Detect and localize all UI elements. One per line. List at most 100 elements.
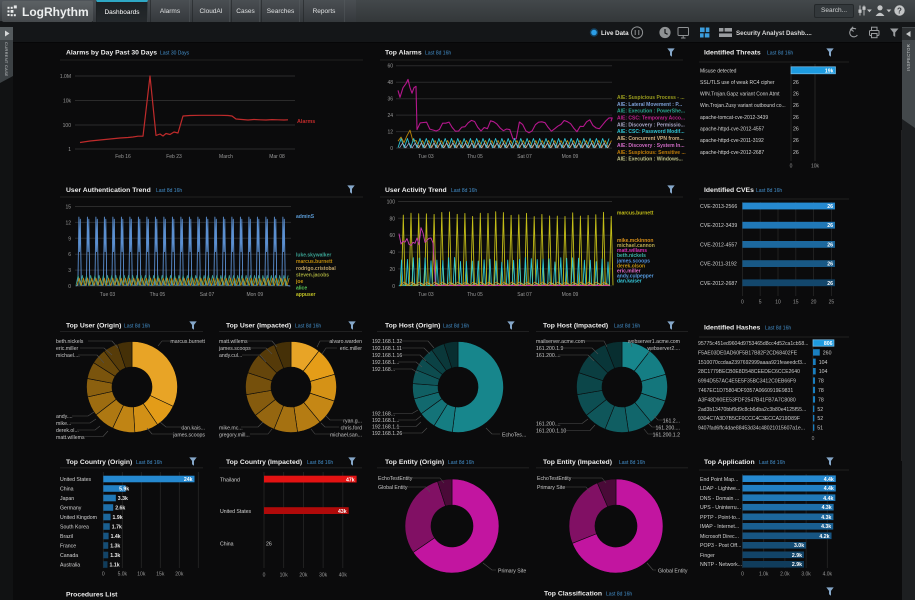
- svg-text:2ad3b13470bbf9d9c8cb6dba2c3b80: 2ad3b13470bbf9d9c8cb6dba2c3b80e4125f55..…: [698, 407, 806, 413]
- svg-text:Last 8d 16h: Last 8d 16h: [156, 188, 182, 194]
- svg-text:Identified CVEs: Identified CVEs: [704, 187, 754, 194]
- svg-text:mailserver.acme.com: mailserver.acme.com: [536, 339, 585, 345]
- svg-text:Feb 16: Feb 16: [115, 154, 131, 160]
- svg-text:26: 26: [793, 80, 799, 86]
- svg-text:F5AE03DE0AD60F5B17B82F2CD68402: F5AE03DE0AD60F5B17B82F2CD68402FE: [698, 350, 798, 356]
- svg-text:WIN.Trojan.Gapz variant Conn A: WIN.Trojan.Gapz variant Conn Atmt: [700, 92, 780, 98]
- svg-text:0: 0: [790, 164, 793, 170]
- svg-text:andy....: andy....: [56, 414, 73, 420]
- svg-text:161.200....: 161.200....: [536, 422, 561, 428]
- svg-text:gregory.mill...: gregory.mill...: [219, 433, 250, 439]
- svg-text:South Korea: South Korea: [60, 525, 89, 531]
- svg-text:Last 8d 16h: Last 8d 16h: [451, 188, 477, 194]
- svg-text:Mon 09: Mon 09: [246, 292, 263, 298]
- svg-text:43k: 43k: [338, 509, 347, 515]
- svg-text:Top User (Origin): Top User (Origin): [66, 323, 121, 330]
- svg-text:marcus.burnett: marcus.burnett: [296, 259, 333, 265]
- svg-text:161.200....: 161.200....: [655, 426, 680, 432]
- svg-text:95775c451ed9604d9753465d8cc4d5: 95775c451ed9604d9753465d8cc4d52ca1cb58..…: [698, 341, 808, 347]
- svg-text:Top Entity (Origin): Top Entity (Origin): [385, 459, 444, 466]
- svg-text:Top Alarms: Top Alarms: [385, 50, 422, 57]
- svg-text:AIE: Execution : PowerShe...: AIE: Execution : PowerShe...: [617, 109, 686, 115]
- svg-text:dan.kaiser: dan.kaiser: [617, 279, 642, 285]
- svg-text:Feb 23: Feb 23: [166, 154, 182, 160]
- svg-text:104: 104: [819, 369, 828, 375]
- svg-text:0: 0: [392, 284, 395, 290]
- svg-text:24: 24: [387, 113, 393, 119]
- svg-text:4.3k: 4.3k: [822, 505, 832, 511]
- svg-text:1: 1: [68, 147, 71, 153]
- svg-text:806: 806: [824, 341, 833, 347]
- svg-text:20: 20: [811, 300, 817, 306]
- svg-text:joe: joe: [295, 279, 303, 285]
- svg-text:100: 100: [63, 123, 72, 129]
- svg-text:EchoTes...: EchoTes...: [502, 433, 526, 439]
- svg-text:9407fad6ffc4dae88453d34c480210: 9407fad6ffc4dae88453d34c48021015607a1e..…: [698, 426, 805, 432]
- svg-text:AIE: Suspicious: Sensitive ...: AIE: Suspicious: Sensitive ...: [617, 150, 686, 156]
- svg-text:China: China: [60, 487, 74, 493]
- svg-text:78: 78: [818, 388, 824, 394]
- svg-text:Last 8d 16h: Last 8d 16h: [448, 460, 474, 466]
- svg-text:LDAP - Lightwe...: LDAP - Lightwe...: [700, 486, 740, 492]
- svg-text:matt.willems: matt.willems: [219, 339, 248, 345]
- svg-text:0: 0: [741, 300, 744, 306]
- svg-text:CVE-2012-2687: CVE-2012-2687: [700, 281, 737, 287]
- svg-text:52: 52: [817, 416, 823, 422]
- svg-text:26: 26: [827, 204, 833, 210]
- svg-text:Germany: Germany: [60, 506, 82, 512]
- svg-text:james.scoops: james.scoops: [218, 346, 251, 352]
- svg-text:20k: 20k: [175, 572, 184, 578]
- svg-text:Sat 07: Sat 07: [200, 292, 215, 298]
- svg-text:1.3k: 1.3k: [110, 544, 120, 550]
- svg-text:26: 26: [793, 115, 799, 121]
- svg-text:2.6k: 2.6k: [115, 506, 125, 512]
- svg-text:mike.mckinnon: mike.mckinnon: [617, 238, 653, 244]
- svg-text:Top User (Impacted): Top User (Impacted): [226, 323, 291, 330]
- svg-text:SSL/TLS use of weak RC4 cipher: SSL/TLS use of weak RC4 cipher: [700, 80, 775, 86]
- svg-text:161.2...: 161.2...: [663, 419, 680, 425]
- svg-text:apache-tomcat-cve-2012-3439: apache-tomcat-cve-2012-3439: [700, 115, 768, 121]
- svg-text:0: 0: [263, 573, 266, 579]
- svg-text:CVE-2012-3439: CVE-2012-3439: [700, 223, 737, 229]
- svg-text:1.4k: 1.4k: [111, 534, 121, 540]
- svg-text:alvaro.warden: alvaro.warden: [329, 339, 362, 345]
- svg-text:Primary Site: Primary Site: [537, 485, 565, 491]
- svg-text:10k: 10k: [811, 164, 820, 170]
- svg-text:52: 52: [817, 407, 823, 413]
- svg-text:5.0k: 5.0k: [118, 572, 128, 578]
- svg-text:Live Data: Live Data: [601, 30, 629, 37]
- svg-text:40: 40: [389, 250, 395, 256]
- svg-text:9304C7A3D7B5CF0CCC4C3ECCA219D8: 9304C7A3D7B5CF0CCC4C3ECCA219D89F: [698, 416, 800, 422]
- svg-text:eric.miller: eric.miller: [56, 346, 78, 352]
- svg-text:Brazil: Brazil: [60, 534, 73, 540]
- svg-text:alice: alice: [296, 285, 307, 291]
- svg-text:100: 100: [387, 200, 396, 206]
- svg-text:AIE: Lateral Movement : P...: AIE: Lateral Movement : P...: [617, 102, 683, 108]
- svg-text:4.3k: 4.3k: [821, 524, 831, 530]
- svg-text:0: 0: [390, 146, 393, 152]
- svg-text:IMAP - Internet...: IMAP - Internet...: [700, 524, 739, 530]
- svg-text:2.9k: 2.9k: [792, 562, 802, 568]
- svg-text:1.0M: 1.0M: [60, 74, 71, 80]
- svg-text:Top Country (Impacted): Top Country (Impacted): [226, 459, 302, 466]
- svg-text:AIE: Concurrent VPN from...: AIE: Concurrent VPN from...: [617, 136, 684, 142]
- svg-text:United States: United States: [60, 477, 92, 483]
- svg-text:james.scoops: james.scoops: [616, 258, 650, 264]
- svg-text:78: 78: [818, 379, 824, 385]
- svg-text:Last 8d 16h: Last 8d 16h: [124, 324, 150, 330]
- svg-text:james.scoops: james.scoops: [172, 433, 205, 439]
- svg-text:3: 3: [68, 268, 71, 274]
- svg-text:Tue 03: Tue 03: [418, 154, 434, 160]
- svg-text:0: 0: [102, 572, 105, 578]
- svg-text:161.200....: 161.200....: [536, 353, 561, 359]
- svg-text:AIE: Execution : Windows...: AIE: Execution : Windows...: [617, 157, 683, 163]
- svg-text:Security Analyst Dashb....: Security Analyst Dashb....: [736, 30, 812, 37]
- svg-text:28C1779BECB0E8D548CEEDEC6CCE26: 28C1779BECB0E8D548CEEDEC6CCE2640: [698, 369, 800, 375]
- svg-text:March: March: [219, 154, 233, 160]
- svg-text:3.3k: 3.3k: [118, 496, 128, 502]
- svg-text:Sat 07: Sat 07: [517, 292, 532, 298]
- svg-text:26: 26: [827, 262, 833, 268]
- svg-text:Last 8d 16h: Last 8d 16h: [606, 592, 632, 598]
- svg-text:4.0k: 4.0k: [823, 572, 833, 578]
- svg-text:26: 26: [827, 223, 833, 229]
